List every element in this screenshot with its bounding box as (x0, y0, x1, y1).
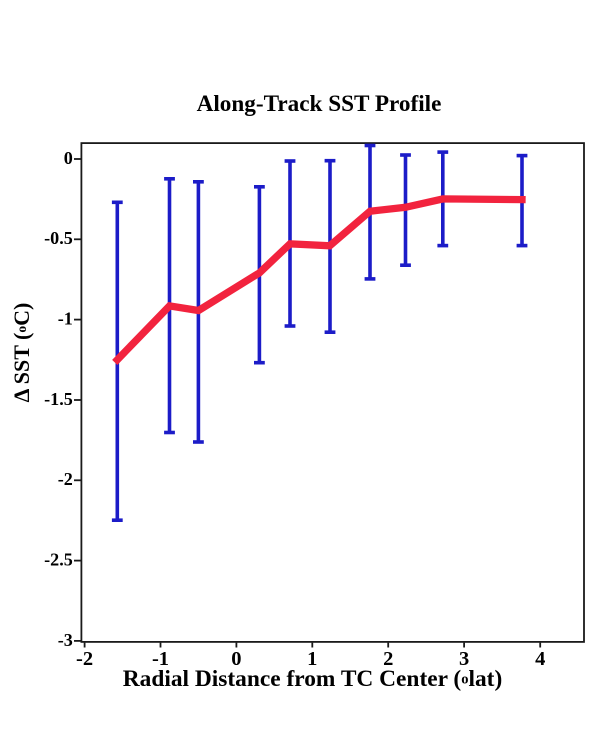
svg-text:-3: -3 (58, 630, 73, 650)
svg-text:Along-Track SST Profile: Along-Track SST Profile (197, 91, 442, 117)
svg-text:0: 0 (231, 648, 241, 670)
svg-text:2: 2 (383, 648, 393, 670)
svg-text:Δ SST (oC): Δ SST (oC) (9, 303, 34, 403)
svg-text:-1: -1 (152, 648, 169, 670)
svg-text:-1.5: -1.5 (44, 389, 73, 409)
svg-text:Radial Distance from TC Center: Radial Distance from TC Center (olat) (123, 666, 503, 692)
svg-text:-2: -2 (58, 469, 73, 489)
svg-text:-2.5: -2.5 (44, 550, 73, 570)
svg-text:-1: -1 (58, 309, 73, 329)
svg-text:-0.5: -0.5 (44, 228, 73, 248)
svg-text:4: 4 (535, 648, 545, 670)
svg-text:0: 0 (64, 148, 73, 168)
svg-text:3: 3 (459, 648, 469, 670)
svg-text:-2: -2 (76, 648, 93, 670)
svg-text:1: 1 (307, 648, 317, 670)
